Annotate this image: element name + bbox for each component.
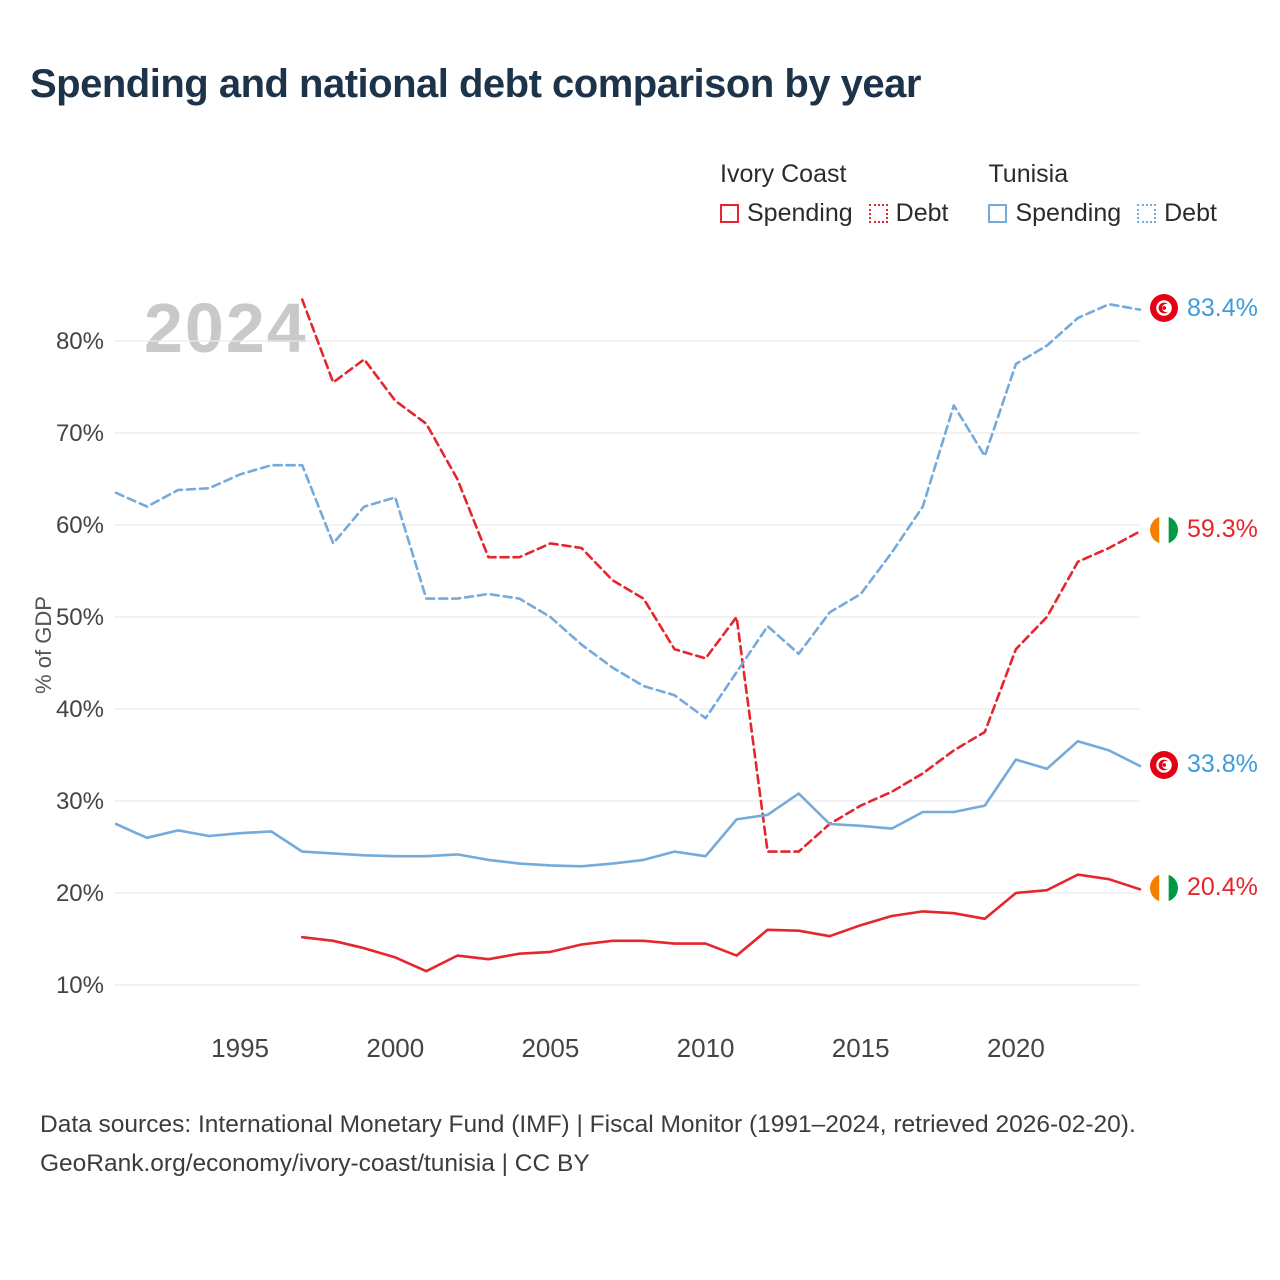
end-label-ivory-coast-59.3pct: 59.3%: [1150, 515, 1258, 544]
series-line-ivory-coast-debt: [300, 298, 1142, 853]
x-tick-label: 2015: [832, 1033, 890, 1063]
legend-group-title-ivory-coast: Ivory Coast: [720, 160, 847, 188]
line-chart-canvas: 10% 20% 30% 40% 50% 60% 70% 80% 1995 2000 2005 2010…: [56, 298, 1142, 1063]
legend-item-tunisia-spending: Spending: [988, 199, 1121, 228]
legend-items-ivory-coast: Spending Debt: [720, 199, 948, 228]
end-label-tunisia-83.4pct: 83.4%: [1150, 294, 1258, 323]
end-label-tunisia-33.8pct: 33.8%: [1150, 750, 1258, 779]
series-line-ivory-coast-spending: [300, 873, 1142, 973]
legend-item-ivory-coast-spending: Spending: [720, 199, 853, 228]
y-tick-label: 80%: [56, 328, 104, 355]
spending-solid-swatch-icon: [988, 204, 1008, 223]
watermark-year: 2024: [144, 289, 308, 367]
end-label-ivory-coast-20.4pct: 20.4%: [1150, 873, 1258, 902]
tunisia-flag-icon: [1150, 750, 1178, 779]
end-label-value: 33.8%: [1187, 750, 1258, 779]
legend-item-label: Debt: [1164, 199, 1217, 227]
footer-attribution: GeoRank.org/economy/ivory-coast/tunisia …: [40, 1150, 590, 1177]
x-tick-label: 1995: [211, 1033, 269, 1063]
y-tick-label: 40%: [56, 696, 104, 723]
end-label-value: 83.4%: [1187, 293, 1258, 322]
legend-items-tunisia: Spending Debt: [988, 199, 1217, 228]
y-tick-label: 10%: [56, 972, 104, 999]
ivory-coast-flag-icon: [1150, 515, 1178, 544]
y-tick-label: 20%: [56, 880, 104, 907]
end-label-value: 59.3%: [1187, 515, 1258, 544]
legend-group-tunisia: Tunisia Spending Debt: [988, 160, 1217, 228]
x-tick-label: 2000: [366, 1033, 424, 1063]
legend-group-title-tunisia: Tunisia: [988, 160, 1069, 188]
legend-item-ivory-coast-debt: Debt: [868, 199, 949, 228]
y-tick-label: 50%: [56, 604, 104, 631]
legend-group-ivory-coast: Ivory Coast Spending Debt: [720, 160, 948, 228]
y-tick-label: 70%: [56, 420, 104, 447]
ivory-coast-flag-icon: [1150, 873, 1178, 902]
spending-solid-swatch-icon: [720, 204, 739, 223]
tunisia-flag-icon: [1150, 294, 1178, 323]
y-tick-label: 30%: [56, 788, 104, 815]
x-tick-label: 2005: [521, 1033, 579, 1063]
series-line-tunisia-spending: [114, 739, 1142, 868]
legend-item-label: Debt: [895, 199, 949, 227]
legend: Ivory Coast Spending Debt Tunisia Spendi…: [720, 160, 1217, 228]
debt-dotted-swatch-icon: [868, 204, 888, 223]
end-label-value: 20.4%: [1187, 873, 1258, 902]
legend-item-tunisia-debt: Debt: [1137, 199, 1217, 228]
footer-data-sources: Data sources: International Monetary Fun…: [40, 1111, 1136, 1138]
y-tick-label: 60%: [56, 512, 104, 539]
x-tick-label: 2020: [987, 1033, 1045, 1063]
series-line-tunisia-debt: [114, 302, 1142, 720]
footer: Data sources: International Monetary Fun…: [40, 1105, 1136, 1183]
legend-item-label: Spending: [747, 199, 853, 227]
legend-item-label: Spending: [1015, 199, 1122, 227]
debt-dotted-swatch-icon: [1137, 204, 1157, 223]
x-tick-label: 2010: [677, 1033, 735, 1063]
chart-title: Spending and national debt comparison by…: [30, 62, 921, 106]
